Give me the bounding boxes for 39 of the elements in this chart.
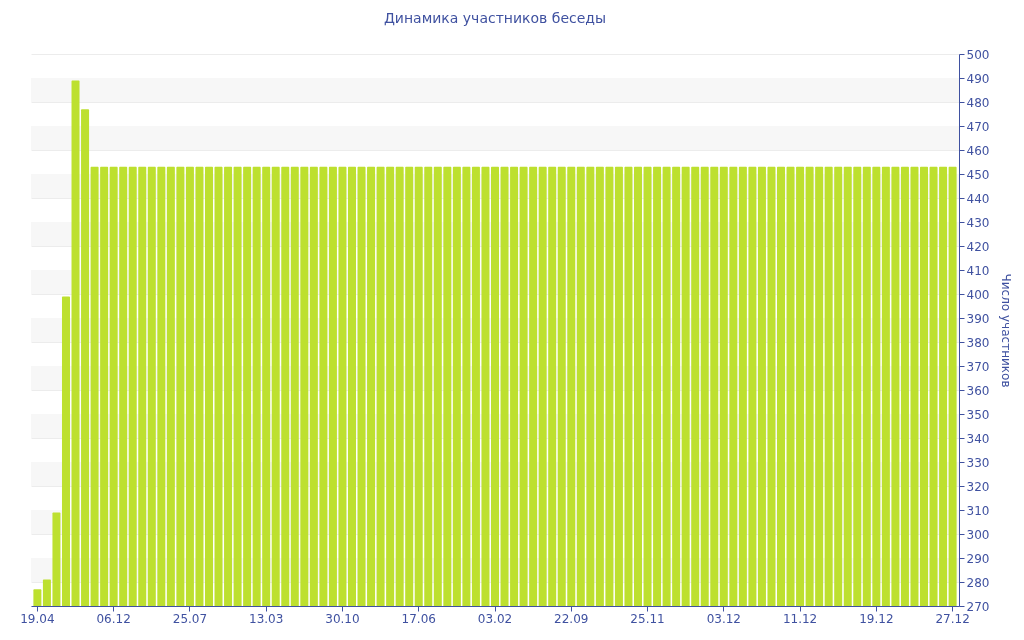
y-tick-label: 330 [966, 455, 990, 470]
y-tick-label: 470 [966, 119, 990, 134]
x-tick-label: 22.09 [554, 611, 589, 626]
x-tick-label: 19.04 [20, 611, 55, 626]
y-tick-label: 270 [966, 599, 990, 614]
y-tick-label: 280 [966, 575, 990, 590]
y-tick-label: 370 [966, 359, 990, 374]
y-tick-label: 480 [966, 95, 990, 110]
x-tick-label: 19.12 [859, 611, 894, 626]
y-tick-label: 420 [966, 239, 990, 254]
x-tick-label: 03.12 [706, 611, 741, 626]
x-tick-label: 25.07 [172, 611, 208, 626]
y-tick-label: 300 [966, 527, 990, 542]
y-tick-label: 400 [966, 287, 990, 302]
y-tick-label: 460 [966, 143, 990, 158]
y-tick-label: 360 [966, 383, 990, 398]
y-tick-label: 430 [966, 215, 990, 230]
y-tick-label: 290 [966, 551, 990, 566]
x-tick-label: 06.12 [96, 611, 131, 626]
chart-title: Динамика участников беседы [383, 10, 607, 26]
y-tick-label: 390 [966, 311, 990, 326]
x-tick-label: 11.12 [782, 611, 818, 626]
x-tick-label: 13.03 [249, 611, 284, 626]
x-tick-label: 03.02 [477, 611, 513, 626]
x-tick-label: 25.11 [630, 611, 665, 626]
x-tick-label: 17.06 [401, 611, 436, 626]
y-tick-label: 440 [966, 191, 990, 206]
y-tick-label: 410 [966, 263, 990, 278]
x-tick-label: 30.10 [325, 611, 360, 626]
y-axis-title: Число участников [999, 273, 1014, 388]
x-tick-label: 27.12 [935, 611, 970, 626]
y-tick-label: 450 [966, 167, 990, 182]
y-tick-label: 500 [966, 47, 990, 62]
y-tick-label: 490 [966, 71, 990, 86]
y-tick-label: 380 [966, 335, 990, 350]
y-tick-label: 350 [966, 407, 990, 422]
y-tick-label: 340 [966, 431, 990, 446]
y-tick-label: 310 [966, 503, 990, 518]
y-tick-label: 320 [966, 479, 990, 494]
